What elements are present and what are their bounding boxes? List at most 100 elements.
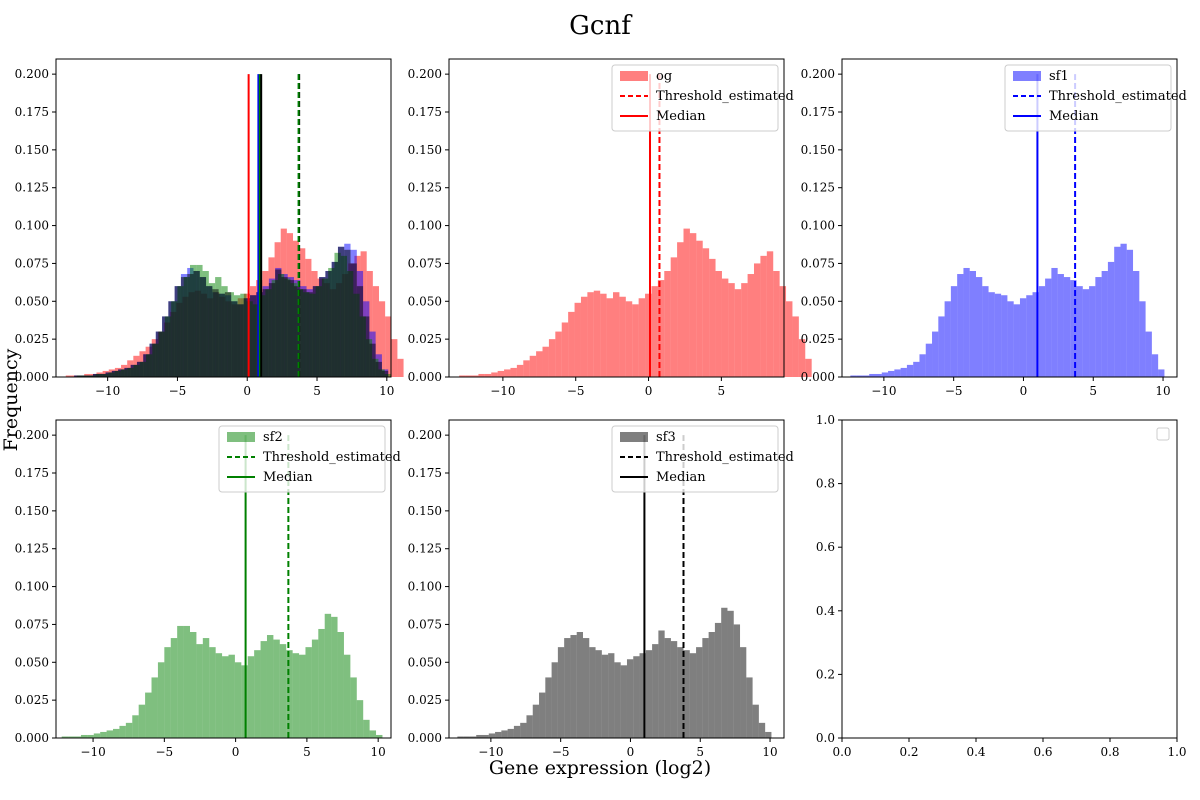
y-tick-label: 0.050 [408, 655, 442, 669]
bar-og [555, 331, 562, 377]
bar-sf1 [1126, 249, 1134, 377]
legend-swatch [620, 71, 648, 81]
bar-sf1 [1120, 243, 1127, 377]
bar-og [632, 304, 639, 377]
bar-sf1 [969, 271, 976, 377]
bar-sf1 [1101, 271, 1108, 377]
bar-sf1 [919, 354, 926, 377]
legend-label: Threshold_estimated [656, 450, 794, 465]
bar-sf3 [243, 298, 251, 377]
legend: sf2 Threshold_estimated Median [218, 425, 401, 493]
bar-og [779, 286, 787, 377]
y-tick-label: 0.025 [408, 332, 442, 346]
bar-sf3 [180, 277, 188, 377]
bar-sf1 [1145, 331, 1152, 377]
bar-sf1 [888, 370, 895, 377]
bar-sf1 [1045, 278, 1052, 377]
bar-sf3 [199, 277, 207, 377]
y-tick-label: 0.075 [408, 256, 442, 270]
bar-sf1 [894, 369, 901, 377]
x-tick-label: 5 [1089, 384, 1097, 398]
bar-sf2 [132, 715, 139, 738]
bar-og [670, 257, 678, 377]
bar-og [378, 301, 386, 377]
axes-frame [448, 419, 785, 739]
bar-sf2 [254, 650, 261, 738]
figure-xlabel: Gene expression (log2) [489, 757, 711, 779]
bar-sf3 [105, 372, 112, 377]
bar-sf1 [881, 372, 889, 377]
bar-sf1 [869, 373, 876, 377]
bar-sf3 [344, 249, 351, 377]
bar-sf1 [932, 331, 939, 377]
bar-og [459, 375, 466, 377]
bar-sf3 [281, 277, 288, 377]
bar-sf1 [1158, 369, 1165, 377]
x-tick-label: 5 [313, 384, 321, 398]
bar-sf2 [74, 736, 81, 738]
bar-sf2 [286, 650, 293, 738]
bar-sf2 [61, 736, 69, 738]
bar-sf3 [633, 656, 640, 738]
bar-og [753, 263, 761, 377]
bar-og [484, 373, 492, 377]
bar-sf2 [228, 654, 235, 738]
bar-og [709, 258, 716, 377]
x-tick-label: 10 [762, 745, 777, 759]
legend-label: Threshold_estimated [656, 89, 794, 104]
y-tick-label: 0.150 [15, 143, 49, 157]
bar-og [491, 372, 498, 377]
y-tick-label: 0.100 [15, 580, 49, 594]
legend-label: Median [263, 470, 313, 485]
bar-og [721, 278, 729, 377]
bar-sf1 [1026, 295, 1033, 377]
legend-box [611, 425, 779, 493]
x-tick-label: 10 [371, 745, 386, 759]
bar-sf3 [375, 361, 382, 377]
y-tick-label: 0.125 [15, 542, 49, 556]
figure-title: Gcnf [569, 11, 633, 41]
bar-sf3 [124, 367, 131, 377]
bar-sf3 [639, 653, 646, 738]
bar-sf2 [68, 736, 75, 738]
y-tick-label: 0.125 [15, 181, 49, 195]
legend-label: sf2 [263, 430, 283, 445]
bar-sf1 [988, 292, 995, 377]
y-tick-label: 0.000 [408, 370, 442, 384]
bar-og [760, 255, 767, 377]
bar-sf2 [247, 656, 255, 738]
bar-sf2 [343, 654, 351, 738]
bar-og [397, 358, 404, 377]
bar-sf3 [765, 731, 772, 738]
bar-sf3 [476, 734, 483, 738]
bar-sf3 [86, 375, 93, 377]
bar-sf1 [1001, 295, 1008, 377]
bar-sf1 [906, 364, 914, 377]
bar-sf3 [218, 293, 225, 377]
bar-sf1 [950, 286, 958, 377]
y-tick-label: 0.175 [408, 466, 442, 480]
bar-sf2 [318, 628, 325, 738]
bar-og [657, 280, 665, 377]
bar-og [805, 358, 812, 377]
bar-sf3 [507, 728, 514, 738]
bar-sf2 [376, 734, 383, 738]
bar-sf2 [324, 613, 332, 738]
y-tick-label: 0.125 [408, 181, 442, 195]
bar-sf3 [149, 343, 156, 377]
y-tick-label: 0.175 [15, 105, 49, 119]
bar-sf3 [595, 650, 602, 738]
bar-sf1 [944, 301, 951, 377]
y-tick-label: 0.200 [408, 67, 442, 81]
bar-sf1 [925, 343, 933, 377]
y-tick-label: 0.050 [15, 294, 49, 308]
bar-sf3 [664, 638, 671, 738]
bar-og [542, 346, 549, 377]
y-tick-label: 1.0 [816, 413, 835, 427]
bar-sf2 [119, 725, 126, 738]
bar-sf3 [237, 304, 244, 377]
y-tick-label: 0.200 [801, 67, 835, 81]
y-tick-label: 0.150 [408, 504, 442, 518]
bar-sf3 [312, 286, 320, 377]
